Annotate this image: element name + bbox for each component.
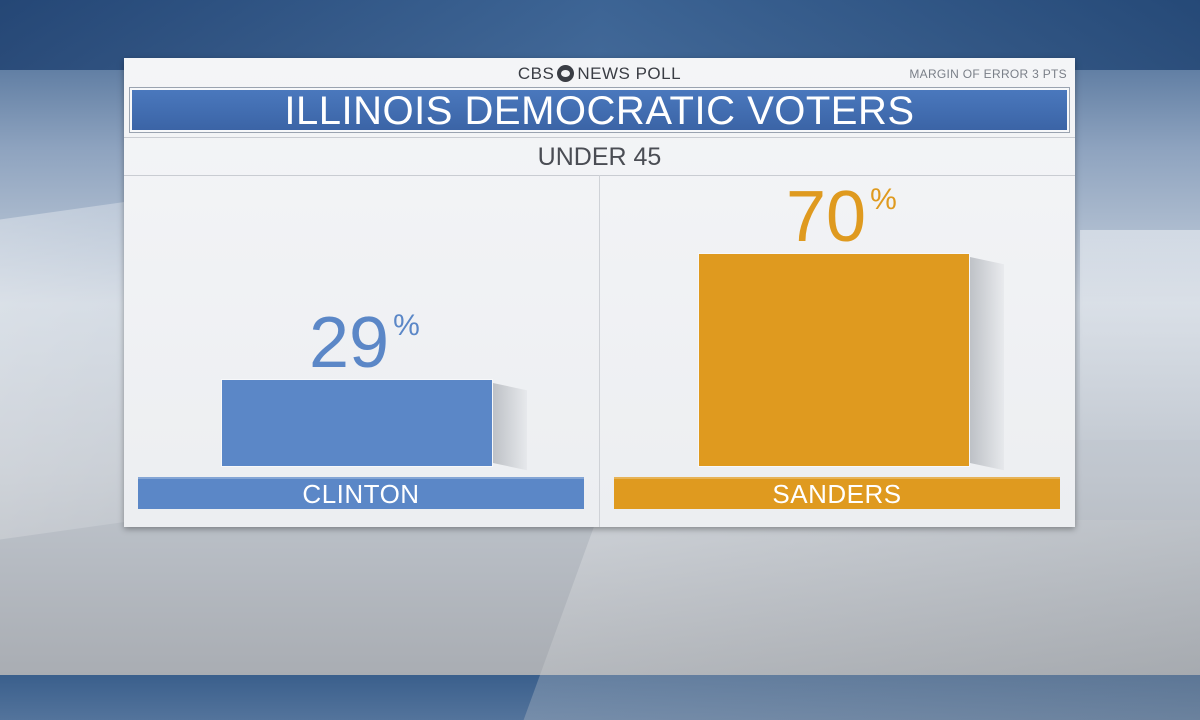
clinton-value-label: 29%	[309, 307, 420, 379]
chart-title: ILLINOIS DEMOCRATIC VOTERS	[129, 87, 1070, 133]
poll-panel: CBS NEWS POLL MARGIN OF ERROR 3 PTS ILLIN…	[124, 58, 1075, 527]
sanders-percent-sign: %	[870, 183, 897, 216]
sanders-bar	[698, 253, 970, 467]
clinton-percent-sign: %	[393, 309, 420, 342]
title-divider	[124, 137, 1075, 138]
brand-left-text: CBS	[517, 64, 555, 83]
background-bottom-shape	[523, 520, 1200, 720]
sanders-category-label: SANDERS	[614, 477, 1060, 509]
sanders-value-number: 70	[786, 177, 867, 257]
column-divider	[599, 175, 600, 527]
sanders-value-label: 70%	[786, 181, 897, 253]
cbs-eye-icon	[557, 65, 575, 82]
sanders-bar-shadow	[970, 257, 1004, 471]
clinton-value-number: 29	[309, 303, 390, 383]
clinton-category-label: CLINTON	[138, 477, 584, 509]
clinton-bar	[221, 379, 493, 467]
chart-subtitle: UNDER 45	[537, 143, 662, 171]
background-right-shape	[1080, 230, 1200, 440]
clinton-bar-shadow	[493, 383, 527, 471]
brand-right-text: NEWS POLL	[577, 64, 682, 83]
margin-of-error: MARGIN OF ERROR 3 PTS	[909, 67, 1067, 81]
cbs-news-poll-logo: CBS NEWS POLL	[124, 64, 1075, 84]
